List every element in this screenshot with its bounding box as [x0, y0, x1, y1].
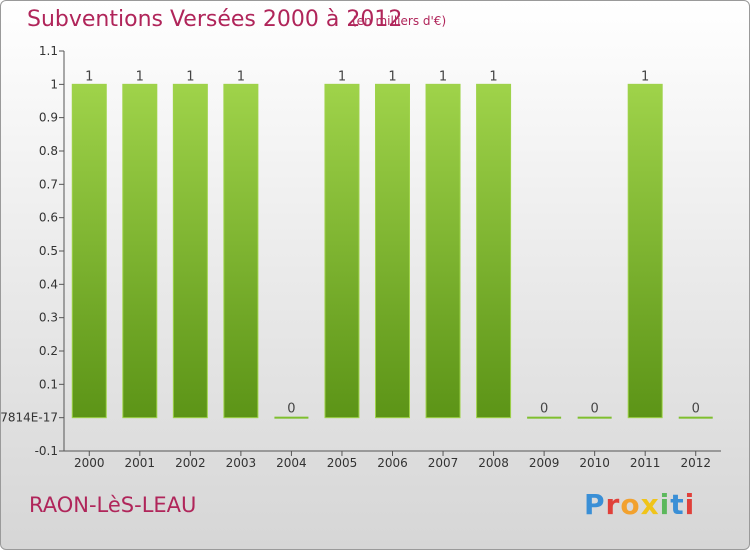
x-tick-label: 2011 — [630, 456, 661, 470]
data-label-2009: 0 — [540, 402, 548, 417]
x-tick-label: 2008 — [478, 456, 509, 470]
x-tick-label: 2003 — [226, 456, 257, 470]
y-tick-label: 0.4 — [39, 277, 58, 291]
data-label-2004: 0 — [287, 402, 295, 417]
y-tick-label: 0.6 — [39, 211, 58, 225]
y-tick-label: 0.2 — [39, 344, 58, 358]
commune-name: RAON-LèS-LEAU — [29, 493, 197, 517]
chart-title: Subventions Versées 2000 à 2012 — [27, 7, 403, 32]
data-label-2006: 1 — [388, 69, 396, 84]
logo-letter: P — [584, 488, 606, 521]
data-label-2002: 1 — [186, 69, 194, 84]
data-label-2008: 1 — [489, 69, 497, 84]
bar-2008 — [476, 83, 512, 419]
data-label-2011: 1 — [641, 69, 649, 84]
data-label-2001: 1 — [136, 69, 144, 84]
y-tick-label: 1.1 — [39, 44, 58, 58]
data-label-2007: 1 — [439, 69, 447, 84]
bar-2005 — [324, 83, 360, 419]
x-tick-label: 2006 — [377, 456, 408, 470]
logo-letter: x — [640, 488, 660, 521]
y-tick-label: 0.5 — [39, 244, 58, 258]
bar-2007 — [425, 83, 461, 419]
logo-letter: r — [605, 488, 621, 521]
data-label-2000: 1 — [85, 69, 93, 84]
data-label-2012: 0 — [692, 402, 700, 417]
y-tick-label: 1.3877787807814E-17 — [1, 411, 58, 425]
x-tick-label: 2007 — [428, 456, 459, 470]
x-tick-label: 2001 — [125, 456, 156, 470]
chart-unit: (en milliers d'€) — [352, 14, 447, 28]
bar-2010 — [577, 416, 612, 419]
x-tick-label: 2005 — [327, 456, 358, 470]
bar-2003 — [223, 83, 259, 419]
bar-2009 — [527, 416, 562, 419]
logo-letter: i — [684, 488, 696, 521]
proxiti-logo: Proxiti — [584, 488, 695, 521]
data-label-2005: 1 — [338, 69, 346, 84]
y-tick-label: 0.9 — [39, 111, 58, 125]
x-tick-label: 2010 — [579, 456, 610, 470]
bar-2000 — [71, 83, 107, 419]
logo-letter: o — [620, 488, 641, 521]
bar-2012 — [678, 416, 713, 419]
y-tick-label: 0.3 — [39, 311, 58, 325]
bar-2002 — [172, 83, 208, 419]
data-label-2010: 0 — [591, 402, 599, 417]
y-tick-label: 0.1 — [39, 377, 58, 391]
bar-2006 — [375, 83, 410, 419]
y-tick-label: 1 — [50, 77, 58, 91]
y-tick-label: 0.7 — [39, 177, 58, 191]
x-tick-label: 2009 — [529, 456, 560, 470]
bar-2001 — [122, 83, 158, 419]
bar-2011 — [627, 83, 663, 419]
data-label-2003: 1 — [237, 69, 245, 84]
logo-letter: t — [670, 488, 685, 521]
logo-letter: i — [659, 488, 671, 521]
x-tick-label: 2000 — [74, 456, 105, 470]
bar-2004 — [274, 416, 309, 419]
x-tick-label: 2012 — [680, 456, 711, 470]
x-tick-label: 2004 — [276, 456, 307, 470]
x-tick-label: 2002 — [175, 456, 206, 470]
y-tick-label: -0.1 — [35, 444, 58, 458]
y-tick-label: 0.8 — [39, 144, 58, 158]
